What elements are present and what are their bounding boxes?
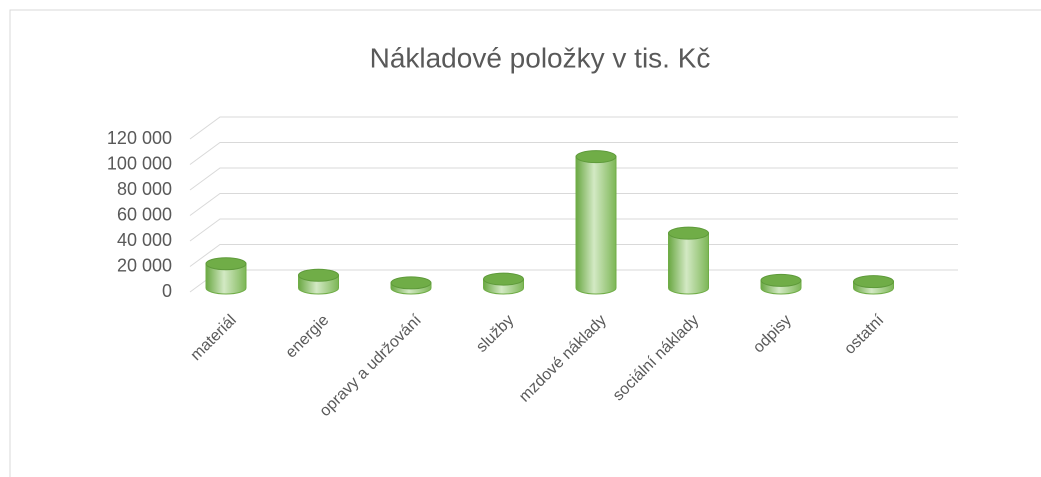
cylinder-top — [853, 275, 894, 289]
x-tick-label: odpisy — [750, 312, 795, 357]
x-tick-label: ostatní — [841, 311, 887, 357]
y-tick-label: 80 000 — [117, 179, 172, 199]
x-tick-label: energie — [283, 312, 333, 362]
grid-line — [189, 167, 958, 191]
grid-line — [189, 218, 958, 242]
chart-title: Nákladové položky v tis. Kč — [370, 42, 711, 73]
chart-frame — [9, 9, 1041, 477]
cylinder-body — [575, 156, 617, 295]
x-tick-label: opravy a udržování — [317, 311, 426, 420]
x-tick-label: služby — [473, 312, 517, 356]
y-tick-label: 20 000 — [117, 255, 172, 275]
cylinder-top — [575, 150, 617, 164]
y-tick-label: 60 000 — [117, 204, 172, 224]
grid-line — [189, 142, 958, 165]
cylinder-top — [760, 273, 802, 287]
cylinder-body — [205, 263, 247, 295]
x-tick-label: materiál — [188, 312, 240, 364]
x-tick-label: mzdové náklady — [516, 312, 610, 406]
cylinder-top — [298, 268, 339, 282]
cylinder-top — [205, 257, 247, 271]
y-tick-label: 100 000 — [107, 153, 172, 173]
y-tick-label: 40 000 — [117, 230, 172, 250]
grid-line — [189, 244, 958, 267]
cylinder-body — [668, 232, 709, 295]
x-tick-label: sociální náklady — [610, 312, 703, 405]
cylinder-top — [390, 276, 432, 290]
y-tick-label: 120 000 — [107, 128, 172, 148]
cylinder-top — [668, 226, 709, 240]
grid-line — [189, 116, 958, 140]
grid-line — [189, 193, 958, 216]
y-tick-label: 0 — [162, 281, 172, 301]
cylinder-top — [483, 272, 524, 286]
